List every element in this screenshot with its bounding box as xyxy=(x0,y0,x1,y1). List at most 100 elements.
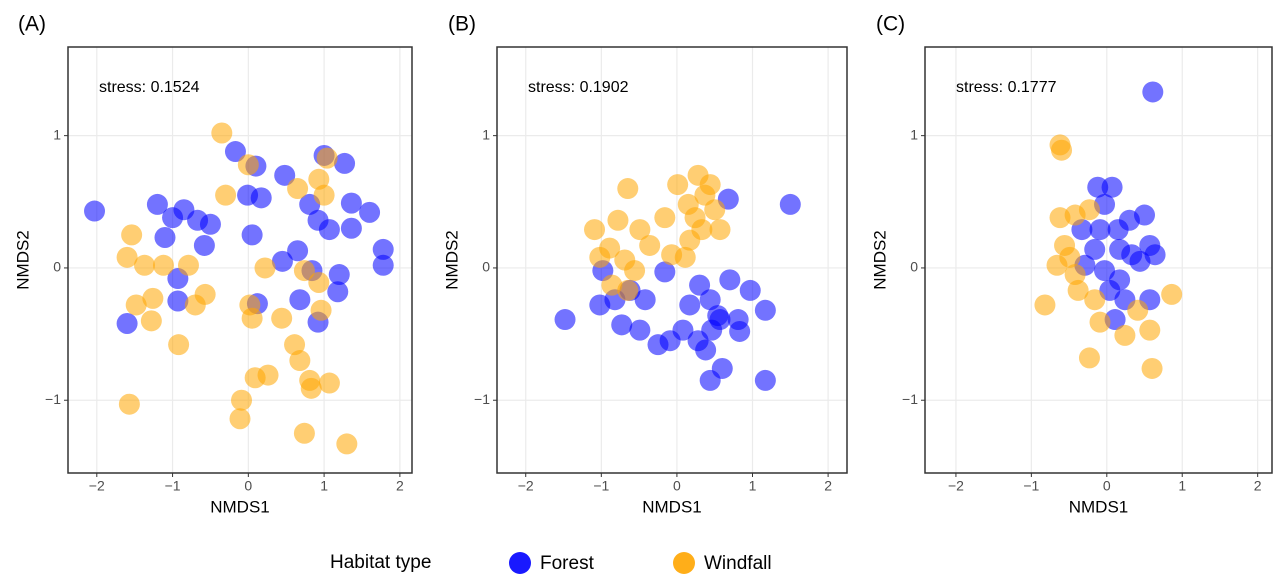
point xyxy=(271,307,293,329)
x-tick-label: 2 xyxy=(396,478,404,494)
point xyxy=(719,269,741,291)
point xyxy=(121,224,143,246)
point xyxy=(617,178,639,200)
y-tick-label: −1 xyxy=(45,391,61,407)
point xyxy=(1067,279,1089,301)
point xyxy=(318,219,340,241)
point xyxy=(1114,324,1136,346)
annotation: stress: 0.1524 xyxy=(99,79,200,96)
plot-border xyxy=(67,46,413,474)
x-tick-label: 0 xyxy=(673,478,681,494)
x-tick-label: 2 xyxy=(1254,478,1262,494)
point xyxy=(1127,299,1149,321)
x-tick-label: 1 xyxy=(1178,478,1186,494)
point xyxy=(1139,319,1161,341)
point xyxy=(779,193,801,215)
point xyxy=(629,319,651,341)
x-tick-label: −2 xyxy=(518,478,534,494)
point xyxy=(1161,283,1183,305)
y-tick-label: 1 xyxy=(482,126,490,142)
point xyxy=(372,254,394,276)
y-tick-label: 1 xyxy=(910,126,918,142)
point xyxy=(695,339,717,361)
x-tick-label: 1 xyxy=(749,478,757,494)
point xyxy=(679,294,701,316)
point xyxy=(674,246,696,268)
x-axis-label: NMDS1 xyxy=(1069,497,1129,516)
point xyxy=(1084,289,1106,311)
point xyxy=(1064,264,1086,286)
point xyxy=(237,154,259,176)
point xyxy=(327,281,349,303)
panel-title: (B) xyxy=(448,13,476,36)
point xyxy=(146,193,168,215)
point xyxy=(624,260,646,282)
point xyxy=(167,290,189,312)
annotation: stress: 0.1902 xyxy=(528,79,629,96)
point xyxy=(142,287,164,309)
point xyxy=(336,433,358,455)
point xyxy=(289,350,311,372)
point xyxy=(84,200,106,222)
point xyxy=(241,307,263,329)
point xyxy=(250,187,272,209)
point xyxy=(125,294,147,316)
point xyxy=(729,320,751,342)
point xyxy=(199,213,221,235)
point xyxy=(679,229,701,251)
point xyxy=(310,299,332,321)
point xyxy=(1059,246,1081,268)
x-tick-label: 1 xyxy=(320,478,328,494)
point xyxy=(1078,347,1100,369)
point xyxy=(231,389,253,411)
x-tick-label: −1 xyxy=(1023,478,1039,494)
point xyxy=(316,147,338,169)
point xyxy=(617,279,639,301)
point xyxy=(257,364,279,386)
point xyxy=(699,174,721,196)
x-tick-label: 0 xyxy=(1103,478,1111,494)
panel-title: (C) xyxy=(876,13,905,36)
y-axis-label: NMDS2 xyxy=(13,230,32,290)
point xyxy=(654,261,676,283)
plot-border xyxy=(924,46,1273,474)
point xyxy=(154,227,176,249)
point xyxy=(1142,81,1164,103)
point xyxy=(300,377,322,399)
point xyxy=(1089,311,1111,333)
point xyxy=(701,319,723,341)
point xyxy=(1109,269,1131,291)
point xyxy=(287,240,309,262)
point xyxy=(659,330,681,352)
point xyxy=(1089,219,1111,241)
point xyxy=(313,184,335,206)
point xyxy=(194,283,216,305)
point xyxy=(634,289,656,311)
point xyxy=(584,219,606,241)
point xyxy=(293,260,315,282)
point xyxy=(1084,238,1106,260)
legend-label: Windfall xyxy=(704,553,772,574)
point xyxy=(1034,294,1056,316)
annotation: stress: 0.1777 xyxy=(956,79,1057,96)
point xyxy=(704,199,726,221)
y-tick-label: 1 xyxy=(53,126,61,142)
point xyxy=(293,422,315,444)
point xyxy=(118,393,140,415)
point xyxy=(152,254,174,276)
point xyxy=(229,408,251,430)
plot-background xyxy=(925,47,1272,473)
point xyxy=(359,201,381,223)
point xyxy=(554,309,576,331)
y-axis-label: NMDS2 xyxy=(442,230,461,290)
x-tick-label: −1 xyxy=(165,478,181,494)
legend-title: Habitat type xyxy=(330,552,431,573)
point xyxy=(334,152,356,174)
point xyxy=(1141,357,1163,379)
point xyxy=(754,299,776,321)
point xyxy=(274,164,296,186)
point xyxy=(168,334,190,356)
point xyxy=(1094,260,1116,282)
point xyxy=(1121,244,1143,266)
point xyxy=(629,219,651,241)
